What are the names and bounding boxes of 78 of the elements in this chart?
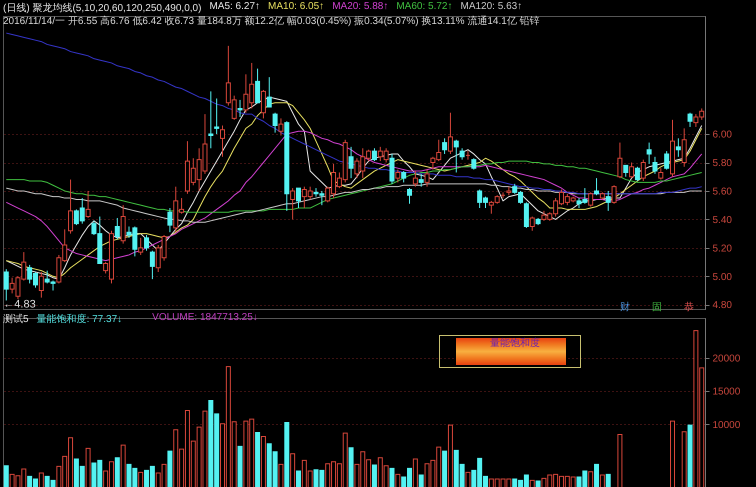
candlestick [4,268,9,301]
candlestick [412,170,418,188]
candlestick [401,170,406,183]
annotation: 恭 [684,300,694,314]
y-tick-label: 5.00 [712,272,732,283]
candlestick [208,90,214,149]
candlestick [272,112,278,134]
y-tick-label: 6.00 [712,130,732,141]
candlestick [594,178,600,196]
candlestick [255,68,260,104]
text: MA5: 6.27↑ [209,1,260,14]
y-tick-label: 5.20 [712,243,732,254]
annotation: 财 [620,300,630,314]
candlestick [524,202,529,228]
text: MA20: 5.88↑ [332,1,388,14]
candlestick [442,138,448,154]
candlestick [612,184,617,204]
candlestick [664,150,670,170]
candlestick [682,128,687,168]
candlestick [290,188,296,220]
y-tick-label: 5.60 [712,186,732,198]
line-series [6,130,702,262]
candlestick [617,142,622,179]
candlestick [296,188,301,209]
candlestick [688,112,693,128]
candlestick [220,125,226,158]
candlestick [629,162,634,179]
y-tick-label: 4.80 [712,300,732,312]
candlestick [471,158,476,170]
candlestick [278,118,284,136]
candlestick [646,142,652,164]
candlestick [144,234,150,252]
candlestick [448,112,453,154]
candlestick [424,169,430,188]
candlestick [38,272,44,298]
chart-subtitle: 2016/11/14/一 开6.55 高6.76 低6.42 收6.73 量184.8万 额12.2亿 幅0.03(0.45%) 振0.34(5.07%) 换13.11% 流通14.1亿 铅锌 [3,14,540,28]
candlestick [167,208,172,233]
chart-title: (日线) 聚龙均线(5,10,20,60,120,250,490,0,0) [3,2,202,15]
chart-title: 测试5 [3,312,29,326]
candlestick [454,139,459,173]
candlestick [676,138,681,158]
y-tick-label: 5.40 [712,214,732,226]
candlestick [395,169,400,183]
candlestick [114,217,120,240]
text: MA120: 5.63↑ [460,1,522,14]
candlestick [266,76,272,108]
text: MA60: 5.72↑ [396,1,452,14]
candlestick [372,148,377,162]
candlestick [418,173,424,188]
annotation: 量能饱和度 [490,336,540,350]
y-tick-label: 10000 [712,420,741,431]
candlestick [588,192,594,208]
candlestick [389,153,394,184]
candlestick [652,156,658,174]
candlestick [348,146,354,179]
annotation: 固 [652,301,662,314]
candlestick [68,179,74,234]
candlestick [238,99,243,118]
text: MA10: 6.05↑ [268,1,324,14]
candlestick [407,188,412,204]
candlestick [606,190,611,212]
annotation: ←4.83 [3,298,36,310]
candlestick [150,250,155,280]
annotation: 量能饱和度: 77.37↓ [36,312,122,326]
candlestick [260,89,266,119]
y-tick-label: 15000 [712,386,741,398]
candlestick [623,164,628,178]
candlestick [658,168,664,180]
candlestick [86,190,91,218]
annotation: VOLUME: 1847713.25↓ [152,312,258,325]
y-tick-label: 5.80 [712,158,732,169]
candlestick [634,166,640,182]
candlestick [214,98,220,135]
candlestick [640,159,646,182]
candlestick [138,237,144,256]
candlestick [530,216,535,232]
candlestick [460,148,465,160]
y-tick-label: 20000 [712,353,741,364]
